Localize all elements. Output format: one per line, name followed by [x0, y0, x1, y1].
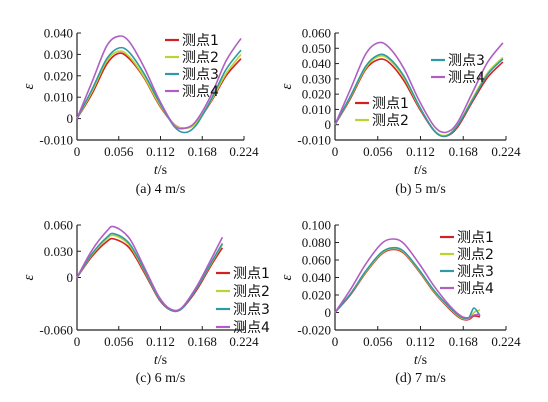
x-tick-label: 0.056: [363, 144, 393, 159]
y-tick-label: 0.060: [302, 253, 331, 268]
legend-label: 测点2: [182, 50, 219, 66]
x-tick-label: 0.224: [491, 334, 521, 349]
legend-label: 测点1: [233, 266, 270, 282]
x-axis-label: t/s: [154, 353, 167, 368]
series-line-4: [76, 35, 242, 130]
x-tick-label: 0.168: [449, 334, 478, 349]
y-tick-label: 0.040: [302, 270, 331, 285]
series-line-3: [76, 46, 242, 134]
y-tick-label: 0.020: [302, 87, 331, 102]
legend-label: 测点4: [182, 84, 219, 100]
y-axis-label: ε: [21, 83, 37, 89]
series-line-4: [334, 41, 504, 134]
x-tick-label: 0: [332, 144, 339, 159]
y-axis-label: ε: [21, 274, 37, 280]
legend-label: 测点1: [457, 230, 494, 246]
legend-label: 测点1: [372, 96, 409, 112]
legend-label: 测点1: [182, 33, 219, 49]
y-tick-label: 0.030: [44, 47, 73, 62]
series-line-1: [76, 237, 224, 313]
x-tick-label: 0: [332, 334, 339, 349]
x-tick-label: 0.224: [229, 144, 259, 159]
y-tick-label: 0: [67, 111, 74, 126]
panel-caption: (b) 5 m/s: [395, 182, 446, 197]
y-tick-label: 0: [67, 270, 74, 285]
x-axis-label-unit: /s: [418, 353, 427, 368]
x-axis-label-unit: /s: [158, 353, 167, 368]
y-tick-label: 0: [325, 305, 332, 320]
series-line-4: [334, 238, 481, 319]
y-tick-label: 0: [325, 117, 332, 132]
y-tick-label: 0.020: [44, 68, 73, 83]
panel-caption: (a) 4 m/s: [136, 182, 186, 197]
x-tick-label: 0.168: [188, 334, 217, 349]
legend-label: 测点4: [233, 320, 270, 336]
panel-caption: (d) 7 m/s: [395, 371, 446, 386]
legend-label: 测点3: [233, 302, 270, 318]
x-tick-label: 0: [74, 334, 81, 349]
legend-label: 测点2: [233, 284, 270, 300]
x-tick-label: 0.224: [229, 334, 259, 349]
x-tick-label: 0.224: [491, 144, 521, 159]
y-tick-label: -0.060: [39, 323, 73, 338]
y-axis-label: ε: [279, 274, 295, 280]
y-tick-label: 0.100: [302, 218, 331, 233]
series-line-4: [76, 225, 224, 312]
series-line-3: [76, 232, 224, 313]
x-axis-label: t/s: [154, 163, 167, 178]
legend-label: 测点3: [457, 264, 494, 280]
x-tick-label: 0: [74, 144, 81, 159]
x-tick-label: 0.112: [146, 334, 175, 349]
legend-label: 测点4: [448, 70, 485, 86]
y-tick-label: -0.020: [297, 323, 331, 338]
y-tick-label: -0.010: [39, 133, 73, 148]
y-tick-label: 0.010: [44, 90, 73, 105]
x-axis-label-unit: /s: [158, 163, 167, 178]
y-tick-label: 0.030: [302, 71, 331, 86]
y-tick-label: 0.030: [44, 244, 73, 259]
x-axis-label-var: t: [154, 163, 159, 178]
x-tick-label: 0.056: [104, 334, 134, 349]
y-tick-label: 0.010: [302, 102, 331, 117]
x-tick-label: 0.168: [449, 144, 478, 159]
x-tick-label: 0.056: [104, 144, 134, 159]
legend-label: 测点3: [182, 67, 219, 83]
legend-label: 测点2: [372, 113, 409, 129]
y-tick-label: -0.010: [297, 133, 331, 148]
x-tick-label: 0.112: [406, 334, 435, 349]
x-axis-label-var: t: [414, 353, 419, 368]
x-axis-label-unit: /s: [418, 163, 427, 178]
x-tick-label: 0.056: [363, 334, 393, 349]
x-tick-label: 0.112: [406, 144, 435, 159]
x-tick-label: 0.112: [146, 144, 175, 159]
x-axis-label-var: t: [154, 353, 159, 368]
y-tick-label: 0.040: [44, 26, 73, 41]
y-axis-label: ε: [279, 83, 295, 89]
x-axis-label: t/s: [414, 353, 427, 368]
legend-label: 测点2: [457, 247, 494, 263]
x-axis-label-var: t: [414, 163, 419, 178]
panel-caption: (c) 6 m/s: [136, 371, 186, 386]
legend-label: 测点4: [457, 281, 494, 297]
x-axis-label: t/s: [414, 163, 427, 178]
y-tick-label: 0.020: [302, 288, 331, 303]
legend-label: 测点3: [448, 53, 485, 69]
y-tick-label: 0.050: [302, 41, 331, 56]
x-tick-label: 0.168: [188, 144, 217, 159]
y-tick-label: 0.080: [302, 235, 331, 250]
series-line-3: [334, 53, 504, 138]
y-tick-label: 0.040: [302, 56, 331, 71]
y-tick-label: 0.060: [302, 26, 331, 41]
y-tick-label: 0.060: [44, 218, 73, 233]
